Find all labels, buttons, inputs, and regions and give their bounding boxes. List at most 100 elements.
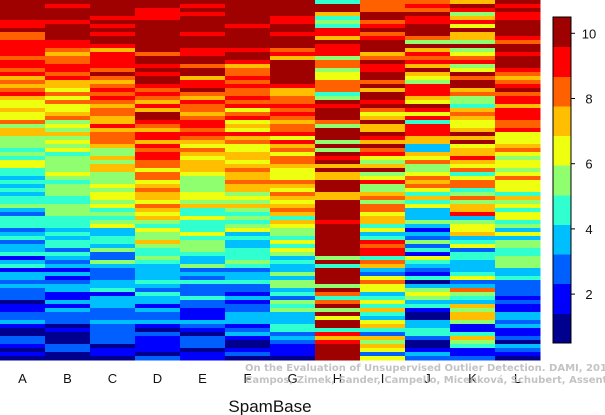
- heat-cell: [405, 76, 451, 81]
- heat-cell: [45, 308, 91, 313]
- heat-cell: [360, 212, 406, 217]
- heat-cell: [90, 4, 136, 9]
- heat-cell: [0, 196, 46, 201]
- heat-cell: [270, 316, 316, 321]
- colorbar-swatch: [553, 76, 571, 107]
- heat-cell: [270, 200, 316, 205]
- heat-cell: [450, 56, 496, 61]
- heat-cell: [495, 148, 541, 153]
- heat-cell: [45, 144, 91, 149]
- heat-cell: [0, 292, 46, 297]
- heat-cell: [90, 196, 136, 201]
- heat-cell: [450, 256, 496, 261]
- heat-cell: [135, 216, 181, 221]
- heat-cell: [45, 200, 91, 205]
- heat-cell: [270, 104, 316, 109]
- heat-cell: [180, 152, 226, 157]
- heat-cell: [315, 312, 361, 317]
- heat-cell: [135, 284, 181, 289]
- x-tick-label: H: [333, 371, 342, 386]
- heat-cell: [450, 156, 496, 161]
- heat-cell: [0, 200, 46, 205]
- heat-cell: [270, 192, 316, 197]
- heat-cell: [360, 288, 406, 293]
- heat-cell: [450, 104, 496, 109]
- heat-cell: [225, 328, 271, 333]
- heat-cell: [180, 140, 226, 145]
- heat-cell: [315, 112, 361, 117]
- heat-cell: [405, 344, 451, 349]
- heat-cell: [135, 220, 181, 225]
- heat-cell: [450, 64, 496, 69]
- heat-cell: [360, 248, 406, 253]
- heat-cell: [45, 332, 91, 337]
- heat-cell: [0, 48, 46, 53]
- heat-cell: [315, 340, 361, 345]
- heat-cell: [90, 80, 136, 85]
- heat-cell: [315, 52, 361, 57]
- heat-cell: [0, 132, 46, 137]
- heat-cell: [135, 64, 181, 69]
- heat-cell: [270, 208, 316, 213]
- heat-cell: [315, 88, 361, 93]
- heat-cell: [45, 36, 91, 41]
- heat-cell: [360, 88, 406, 93]
- heat-cell: [315, 292, 361, 297]
- heat-cell: [135, 0, 181, 5]
- heat-cell: [495, 88, 541, 93]
- heat-cell: [360, 336, 406, 341]
- heat-cell: [315, 240, 361, 245]
- heat-cell: [45, 60, 91, 65]
- heat-cell: [45, 176, 91, 181]
- heat-cell: [270, 272, 316, 277]
- heat-cell: [90, 252, 136, 257]
- heat-cell: [405, 84, 451, 89]
- heat-cell: [450, 112, 496, 117]
- heat-cell: [360, 64, 406, 69]
- heat-cell: [45, 296, 91, 301]
- heat-cell: [180, 288, 226, 293]
- heat-cell: [270, 20, 316, 25]
- heat-cell: [360, 256, 406, 261]
- heat-cell: [225, 84, 271, 89]
- heat-cell: [0, 24, 46, 29]
- heat-cell: [135, 200, 181, 205]
- heat-cell: [495, 128, 541, 133]
- heat-cell: [90, 76, 136, 81]
- heat-cell: [45, 140, 91, 145]
- heat-cell: [225, 212, 271, 217]
- heat-cell: [405, 232, 451, 237]
- heat-cell: [45, 356, 91, 361]
- heat-cell: [225, 100, 271, 105]
- heat-cell: [225, 104, 271, 109]
- heat-cell: [135, 120, 181, 125]
- heat-cell: [270, 44, 316, 49]
- heat-cell: [450, 268, 496, 273]
- heat-cell: [180, 44, 226, 49]
- heat-cell: [360, 124, 406, 129]
- heat-cell: [90, 156, 136, 161]
- heat-cell: [225, 116, 271, 121]
- heat-cell: [315, 64, 361, 69]
- heat-cell: [405, 228, 451, 233]
- heat-cell: [450, 252, 496, 257]
- heat-cell: [225, 228, 271, 233]
- heat-cell: [90, 84, 136, 89]
- heat-cell: [225, 288, 271, 293]
- heat-cell: [225, 356, 271, 361]
- heat-cell: [180, 212, 226, 217]
- heat-cell: [270, 16, 316, 21]
- heat-cell: [180, 24, 226, 29]
- heat-cell: [270, 260, 316, 265]
- heat-cell: [0, 100, 46, 105]
- heat-cell: [405, 160, 451, 165]
- heat-cell: [405, 224, 451, 229]
- heat-cell: [135, 148, 181, 153]
- heat-cell: [405, 196, 451, 201]
- heat-cell: [270, 280, 316, 285]
- heat-cell: [225, 256, 271, 261]
- heat-cell: [315, 92, 361, 97]
- heat-cell: [90, 240, 136, 245]
- heat-cell: [495, 92, 541, 97]
- heat-cell: [405, 172, 451, 177]
